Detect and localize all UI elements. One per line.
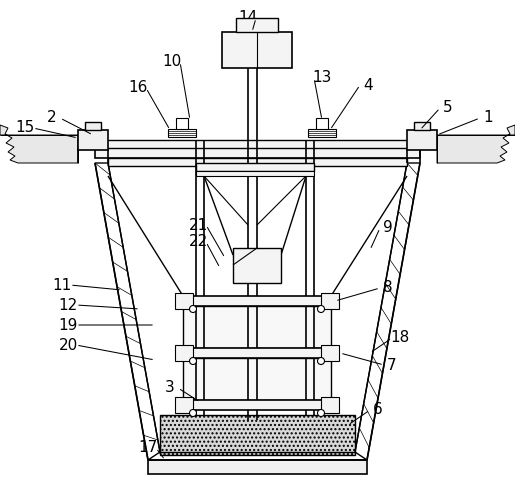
Text: 17: 17 — [139, 440, 158, 455]
Bar — [95, 140, 420, 148]
Circle shape — [318, 306, 324, 313]
Bar — [236, 18, 278, 32]
Bar — [414, 122, 430, 130]
Text: 13: 13 — [312, 71, 332, 85]
Bar — [183, 306, 331, 348]
Polygon shape — [355, 163, 420, 460]
Bar — [176, 118, 188, 129]
Bar — [321, 397, 339, 413]
Bar — [78, 130, 108, 150]
Circle shape — [190, 306, 197, 313]
Circle shape — [318, 357, 324, 365]
Bar — [175, 397, 193, 413]
Polygon shape — [0, 125, 78, 163]
Bar — [183, 348, 331, 358]
Polygon shape — [95, 163, 160, 460]
Bar — [407, 130, 437, 150]
Bar — [321, 293, 339, 309]
Bar — [321, 345, 339, 361]
Text: 6: 6 — [373, 402, 383, 417]
Text: 5: 5 — [443, 100, 453, 115]
Bar — [316, 118, 328, 129]
Bar — [308, 129, 336, 137]
Bar — [95, 148, 420, 158]
Text: 3: 3 — [165, 381, 175, 396]
Text: 14: 14 — [238, 11, 258, 26]
Bar — [160, 415, 355, 455]
Circle shape — [318, 410, 324, 416]
Text: 1: 1 — [483, 111, 493, 126]
Text: 19: 19 — [58, 317, 78, 332]
Text: 20: 20 — [58, 338, 78, 353]
Text: 8: 8 — [383, 281, 393, 296]
Text: 9: 9 — [383, 221, 393, 236]
Bar — [175, 293, 193, 309]
Bar — [222, 32, 292, 68]
Bar — [168, 129, 196, 137]
Text: 15: 15 — [15, 120, 35, 136]
Text: 7: 7 — [387, 357, 397, 372]
Bar — [148, 460, 367, 474]
Circle shape — [190, 410, 197, 416]
Text: 12: 12 — [58, 298, 78, 313]
Bar — [183, 296, 331, 306]
Bar — [108, 158, 407, 166]
Text: 22: 22 — [188, 235, 208, 250]
Text: 21: 21 — [188, 217, 208, 232]
Text: 16: 16 — [128, 81, 148, 96]
Bar — [196, 163, 314, 171]
Bar — [183, 358, 331, 400]
Text: 4: 4 — [363, 77, 373, 93]
Bar — [183, 400, 331, 410]
Text: 11: 11 — [53, 278, 72, 293]
Text: 2: 2 — [47, 111, 57, 126]
Bar — [175, 345, 193, 361]
Bar — [85, 122, 101, 130]
Text: 18: 18 — [390, 330, 409, 345]
Polygon shape — [437, 125, 515, 163]
Circle shape — [190, 357, 197, 365]
Text: 10: 10 — [162, 55, 182, 70]
Bar — [233, 248, 281, 283]
Bar — [196, 171, 314, 176]
